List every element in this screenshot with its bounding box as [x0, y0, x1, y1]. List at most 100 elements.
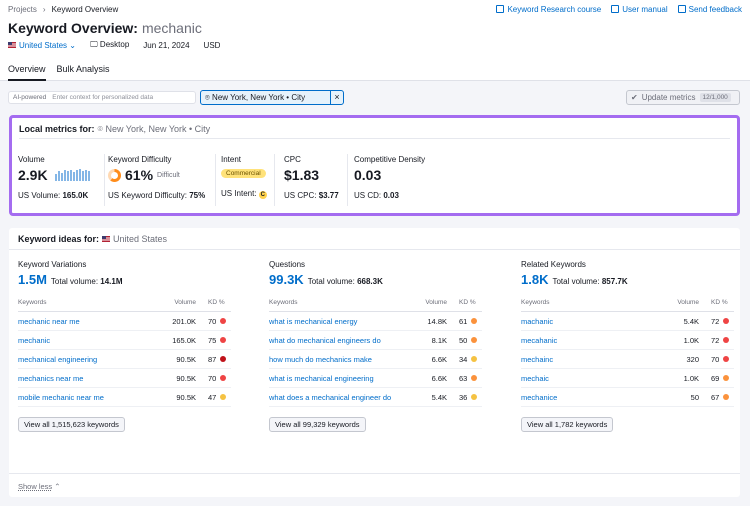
kd-dot-icon [723, 318, 730, 324]
cpc-value: $1.83 [284, 167, 320, 183]
keyword-kd: 36 [451, 387, 482, 407]
table-row: mobile mechanic near me 90.5K 47 [18, 387, 231, 407]
ai-powered-label: AI-powered [13, 94, 47, 101]
keyword-link[interactable]: what does a mechanical engineer do [269, 387, 419, 407]
keyword-table: Keywords Volume KD % machanic 5.4K 72 mecahani… [521, 299, 734, 407]
keyword-link[interactable]: mechanical engineering [18, 349, 168, 369]
keyword-volume: 6.6K [419, 349, 451, 369]
currency-label: USD [203, 40, 221, 50]
keyword-link[interactable]: mechaic [521, 368, 671, 388]
keyword-link[interactable]: mechanic near me [18, 311, 168, 331]
keyword-kd: 72 [703, 311, 734, 331]
chevron-up-icon: ⌃ [54, 482, 61, 491]
trend-bar [75, 170, 78, 181]
keyword-volume: 201.0K [168, 311, 200, 331]
trend-bar [81, 171, 84, 181]
cd-label: Competitive Density [354, 155, 426, 164]
keyword-kd: 67 [703, 387, 734, 407]
header-volume: Volume [419, 299, 451, 312]
kd-dot-icon [723, 394, 730, 400]
divider [9, 249, 740, 250]
column-count[interactable]: 1.5M [18, 272, 47, 287]
column-title: Questions [269, 260, 306, 269]
divider [274, 154, 275, 206]
kd-dot-icon [220, 394, 227, 400]
keyword-difficulty-metric: Keyword Difficulty 61% Difficult US Keywo… [108, 155, 205, 200]
header-volume: Volume [168, 299, 200, 312]
show-less-button[interactable]: Show less ⌃ [18, 482, 61, 491]
trend-bar [78, 169, 81, 181]
keyword-link[interactable]: mecahanic [521, 330, 671, 350]
tab-bulk-analysis[interactable]: Bulk Analysis [56, 64, 110, 74]
table-row: how much do mechanics make 6.6K 34 [269, 349, 482, 369]
trend-bar [66, 171, 69, 181]
kd-dot-icon [471, 356, 478, 362]
kd-dot-icon [471, 318, 478, 324]
date-label: Jun 21, 2024 [143, 40, 190, 50]
keyword-link[interactable]: what do mechanical engineers do [269, 330, 419, 350]
keyword-kd: 69 [703, 368, 734, 388]
ai-context-input[interactable]: AI-powered Enter context for personalized… [8, 91, 196, 104]
view-all-button[interactable]: View all 1,515,623 keywords [18, 417, 125, 432]
keyword-link[interactable]: mechainc [521, 349, 671, 369]
chevron-right-icon: › [42, 5, 46, 14]
keyword-volume: 14.8K [419, 311, 451, 331]
keyword-link[interactable]: mechanics near me [18, 368, 168, 388]
keyword-link[interactable]: what is mechanical engineering [269, 368, 419, 388]
column-count[interactable]: 1.8K [521, 272, 549, 287]
keyword-link[interactable]: mobile mechanic near me [18, 387, 168, 407]
location-filter[interactable]: ⌾ New York, New York • City × [200, 90, 344, 105]
kd-value: 61% [125, 167, 154, 183]
keyword-volume: 6.6K [419, 368, 451, 388]
view-all-button[interactable]: View all 99,329 keywords [269, 417, 366, 432]
trend-bar [57, 171, 60, 181]
update-metrics-button[interactable]: ✔ Update metrics 12/1,000 [626, 90, 740, 105]
us-flag-icon [102, 236, 111, 242]
keyword-volume: 90.5K [168, 387, 200, 407]
trend-bar [84, 170, 87, 181]
ai-context-placeholder: Enter context for personalized data [52, 94, 154, 101]
us-flag-icon [8, 41, 16, 48]
keyword-research-course-link[interactable]: Keyword Research course [496, 5, 601, 14]
page-keyword: mechanic [141, 20, 202, 36]
send-feedback-link[interactable]: Send feedback [677, 5, 742, 14]
volume-trend-chart [54, 169, 90, 181]
header-kd: KD % [703, 299, 734, 312]
header-volume: Volume [671, 299, 703, 312]
competitive-density-metric: Competitive Density 0.03 US CD: 0.03 [354, 155, 425, 200]
location-pin-icon: ⌾ [97, 124, 103, 134]
questions-column: Questions 99.3K Total volume: 668.3K Keywor… [269, 260, 489, 432]
cpc-label: CPC [284, 155, 301, 164]
database-selector[interactable]: United States ⌄ [8, 41, 76, 50]
column-count[interactable]: 99.3K [269, 272, 304, 287]
view-all-button[interactable]: View all 1,782 keywords [521, 417, 614, 432]
divider [215, 154, 216, 206]
keyword-link[interactable]: what is mechanical energy [269, 311, 419, 331]
chat-icon [677, 5, 686, 13]
total-volume: Total volume: 14.1M [50, 277, 123, 286]
trend-bar [54, 174, 57, 181]
divider [19, 138, 730, 139]
breadcrumb-current: Keyword Overview [51, 5, 119, 14]
kd-dot-icon [471, 394, 478, 400]
keyword-link[interactable]: mechanice [521, 387, 671, 407]
keyword-volume: 8.1K [419, 330, 451, 350]
location-pin-icon: ⌾ [205, 92, 210, 102]
graduation-cap-icon [496, 5, 505, 13]
local-metrics-location: New York, New York • City [105, 124, 211, 134]
keyword-volume: 50 [671, 387, 703, 407]
user-manual-link[interactable]: User manual [611, 5, 668, 14]
keyword-link[interactable]: machanic [521, 311, 671, 331]
difficulty-donut-icon [108, 168, 121, 182]
tab-overview[interactable]: Overview [8, 64, 46, 81]
intent-metric: Intent Commercial US Intent: C [221, 155, 267, 199]
breadcrumb-projects[interactable]: Projects [8, 5, 37, 14]
column-title: Keyword Variations [18, 260, 87, 269]
keyword-link[interactable]: how much do mechanics make [269, 349, 419, 369]
table-row: mechanic 165.0K 75 [18, 330, 231, 350]
table-row: what is mechanical energy 14.8K 61 [269, 311, 482, 331]
keyword-kd: 75 [200, 330, 231, 350]
close-icon[interactable]: × [330, 91, 343, 104]
keyword-link[interactable]: mechanic [18, 330, 168, 350]
keyword-kd: 87 [200, 349, 231, 369]
